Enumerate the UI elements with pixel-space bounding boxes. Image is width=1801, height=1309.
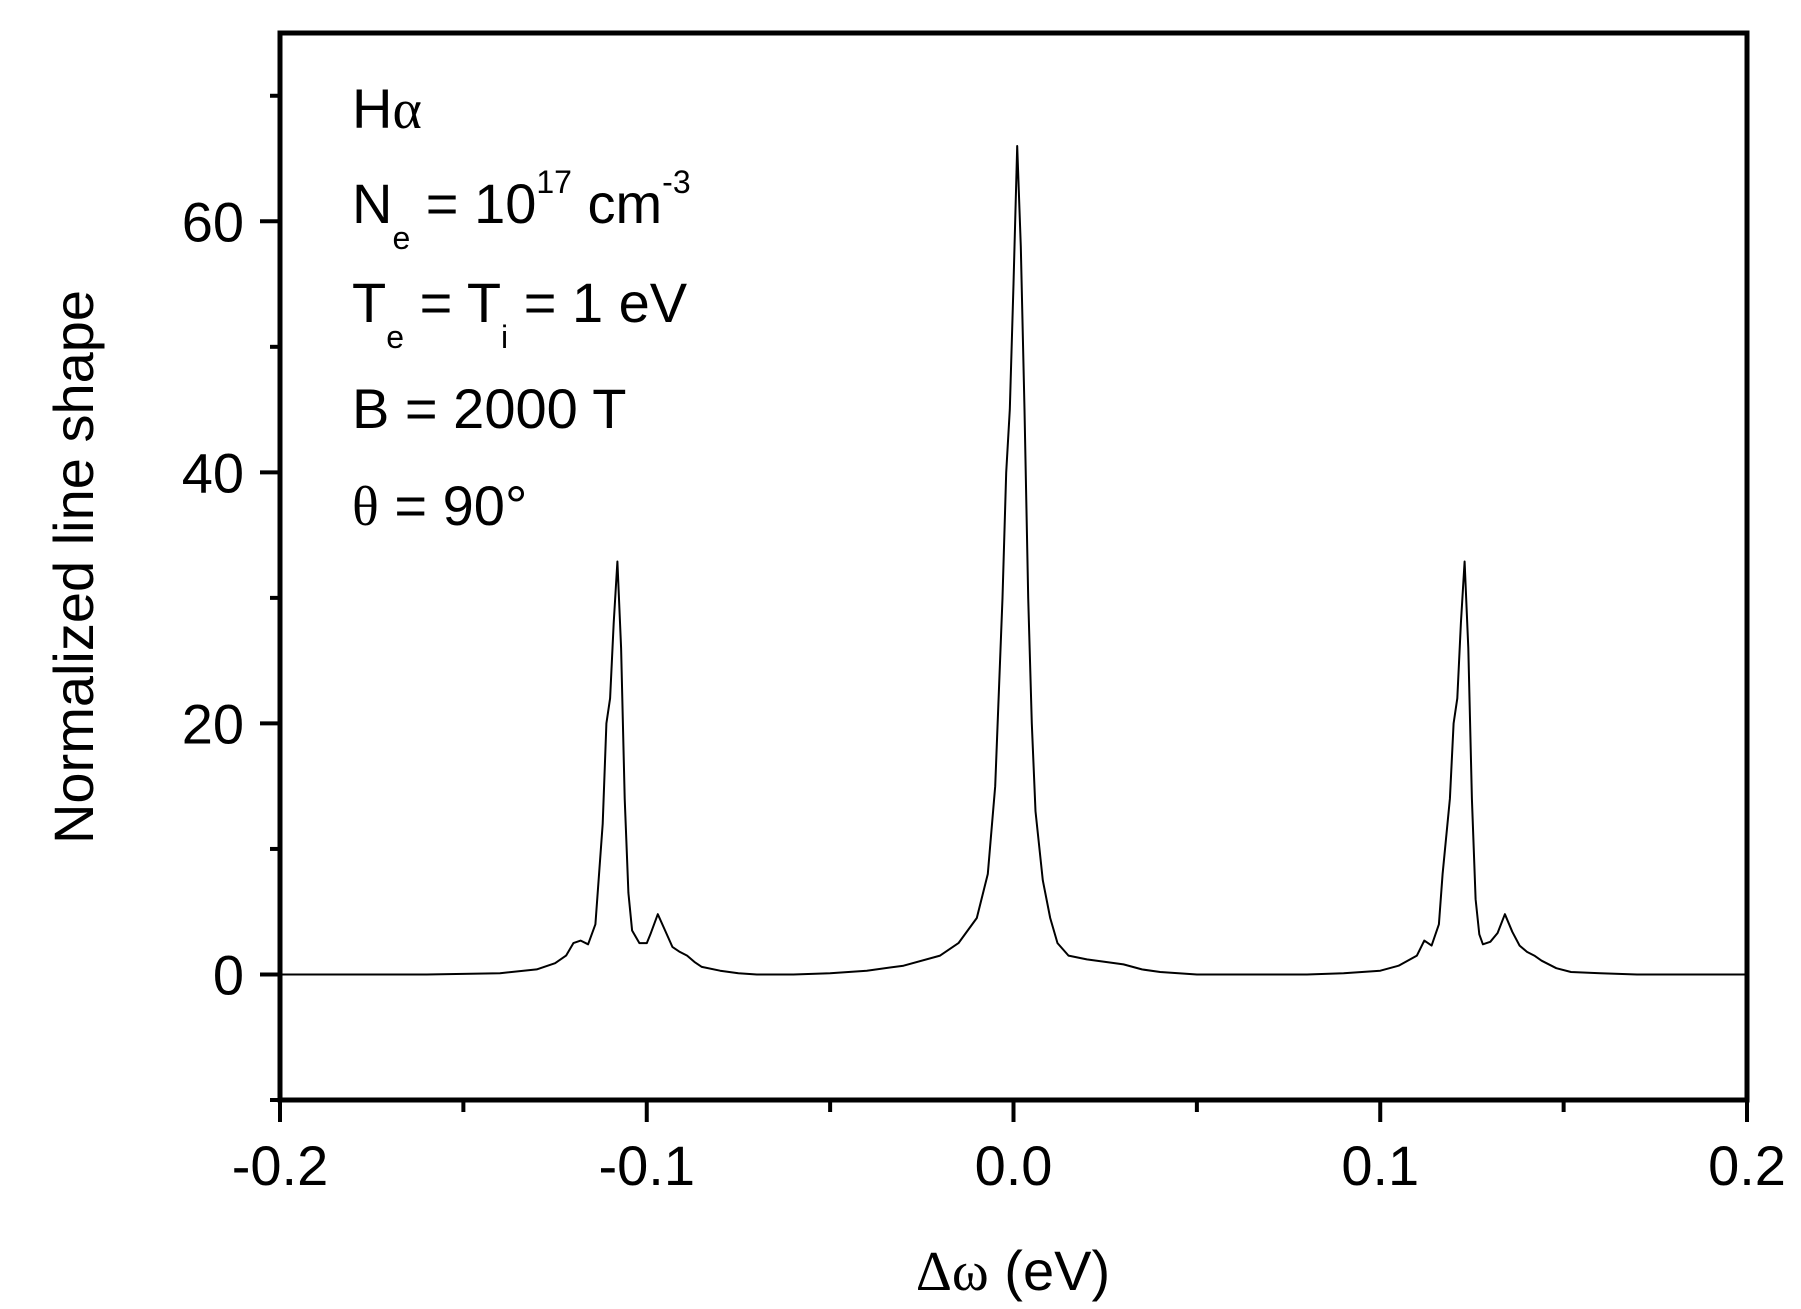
x-axis-title: Δω (eV) xyxy=(916,1239,1110,1303)
annotation-line: θ = 90° xyxy=(352,474,527,538)
x-axis-tick-labels: -0.2 -0.1 0.0 0.1 0.2 xyxy=(232,1134,1786,1197)
x-tick-label: -0.2 xyxy=(232,1134,329,1197)
x-axis-title-unit: (eV) xyxy=(989,1239,1110,1302)
x-tick-label: 0.1 xyxy=(1341,1134,1419,1197)
x-tick-label: -0.1 xyxy=(599,1134,696,1197)
y-axis-ticks xyxy=(260,93,280,1102)
y-tick-label: 0 xyxy=(213,943,244,1006)
annotation-line: B = 2000 T xyxy=(352,377,627,440)
annotation-line: Te​ = Ti​ = 1 eV xyxy=(352,271,688,355)
y-tick-label: 40 xyxy=(182,441,244,504)
y-axis-title: Normalized line shape xyxy=(42,290,105,844)
y-axis-tick-labels: 0 20 40 60 xyxy=(182,190,244,1006)
parameter-annotations: Hα Ne​ = 1017​ cm-3​ Te​ = Ti​ = 1 eV B = 2… xyxy=(352,77,691,538)
y-tick-label: 20 xyxy=(182,692,244,755)
data-line xyxy=(280,145,1747,976)
plot-area xyxy=(280,145,1747,976)
x-tick-label: 0.2 xyxy=(1708,1134,1786,1197)
x-axis-title-symbol: Δω xyxy=(916,1241,989,1303)
x-axis-ticks xyxy=(278,1100,1749,1122)
annotation-line: Ne​ = 1017​ cm-3​ xyxy=(352,164,691,256)
x-tick-label: 0.0 xyxy=(975,1134,1053,1197)
annotation-line: Hα xyxy=(352,77,422,141)
y-tick-label: 60 xyxy=(182,190,244,253)
